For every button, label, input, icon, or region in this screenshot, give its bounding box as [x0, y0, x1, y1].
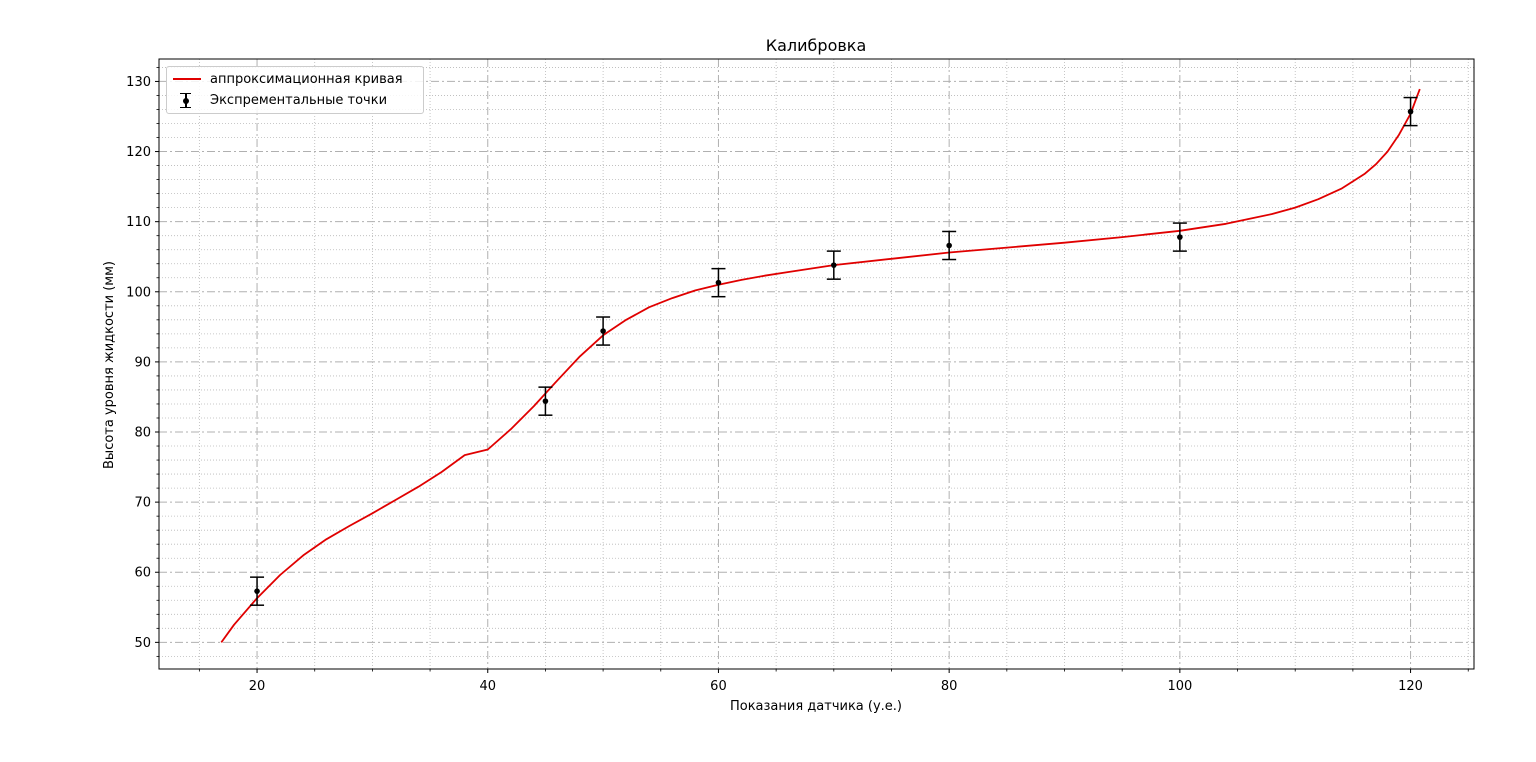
x-tick-label: 100 — [1167, 679, 1192, 694]
experimental-point — [826, 250, 841, 280]
experimental-point — [538, 386, 553, 416]
data-point-marker — [600, 328, 606, 334]
legend-line-swatch — [167, 69, 207, 89]
x-tick-label: 60 — [710, 679, 727, 694]
legend-entry-fit-curve: аппроксимационная кривая — [167, 69, 403, 89]
y-tick-label: 50 — [134, 636, 151, 651]
x-axis-label: Показания датчика (у.е.) — [730, 699, 902, 714]
x-tick-label: 40 — [479, 679, 496, 694]
legend-label-fit-curve: аппроксимационная кривая — [210, 71, 403, 87]
y-tick-label: 60 — [134, 566, 151, 581]
y-tick-label: 80 — [134, 426, 151, 441]
y-tick-label: 130 — [126, 75, 151, 90]
data-point-marker — [542, 398, 549, 404]
data-point-marker — [1407, 108, 1414, 115]
legend: аппроксимационная кривая Экспрементальны… — [166, 66, 424, 114]
experimental-point — [250, 576, 265, 606]
major-grid — [159, 59, 1474, 669]
series-layer — [220, 88, 1421, 643]
minor-grid — [159, 59, 1474, 669]
data-point-marker — [1177, 234, 1183, 240]
legend-label-experimental-points: Экспрементальные точки — [210, 92, 388, 108]
experimental-point — [596, 316, 611, 346]
y-tick-label: 70 — [134, 496, 151, 511]
experimental-point — [711, 267, 726, 298]
fit-curve-line — [220, 88, 1421, 643]
data-point-marker — [946, 242, 952, 249]
axis-ticks: 20 40 60 80 100 120 50 60 70 80 90 100 110 120 130 — [126, 67, 1469, 694]
y-tick-label: 110 — [126, 215, 151, 230]
experimental-point — [942, 230, 957, 261]
y-tick-label: 90 — [134, 355, 151, 370]
experimental-point — [1403, 96, 1418, 127]
data-point-marker — [831, 262, 837, 268]
chart-title: Калибровка — [766, 36, 867, 55]
data-point-marker — [715, 279, 722, 286]
y-axis-label: Высота уровня жидкости (мм) — [102, 261, 117, 469]
data-point-marker — [254, 588, 260, 594]
y-tick-label: 120 — [126, 145, 151, 160]
x-tick-label: 120 — [1398, 679, 1423, 694]
x-tick-label: 20 — [249, 679, 266, 694]
experimental-point — [1172, 222, 1187, 252]
plot-frame — [158, 58, 1475, 670]
legend-errorbar-icon — [167, 90, 207, 110]
y-tick-label: 100 — [126, 285, 151, 300]
x-tick-label: 80 — [941, 679, 958, 694]
legend-entry-experimental-points: Экспрементальные точки — [167, 90, 387, 110]
